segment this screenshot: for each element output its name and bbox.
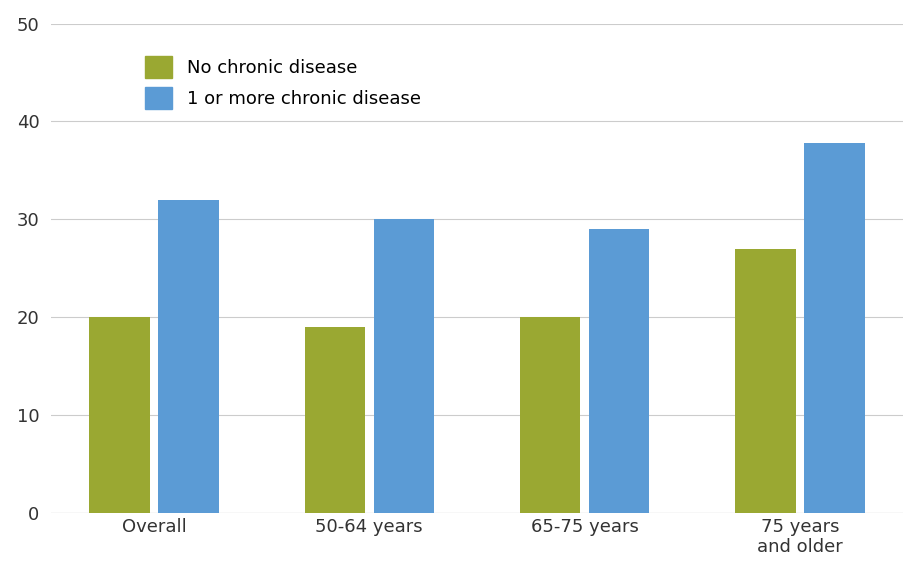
- Bar: [803, 143, 864, 513]
- Bar: [373, 219, 434, 513]
- Bar: [158, 200, 219, 513]
- Bar: [304, 327, 365, 513]
- Bar: [588, 229, 649, 513]
- Legend: No chronic disease, 1 or more chronic disease: No chronic disease, 1 or more chronic di…: [136, 48, 429, 119]
- Bar: [519, 317, 580, 513]
- Bar: [734, 249, 795, 513]
- Bar: [89, 317, 150, 513]
